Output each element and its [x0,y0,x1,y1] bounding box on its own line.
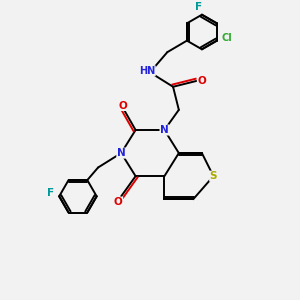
Text: N: N [160,125,169,135]
Text: F: F [47,188,54,198]
Text: O: O [114,197,123,207]
Text: S: S [210,171,217,181]
Text: O: O [118,100,127,110]
Text: F: F [195,2,203,13]
Text: N: N [117,148,125,158]
Text: HN: HN [139,66,155,76]
Text: O: O [197,76,206,86]
Text: Cl: Cl [222,33,232,43]
